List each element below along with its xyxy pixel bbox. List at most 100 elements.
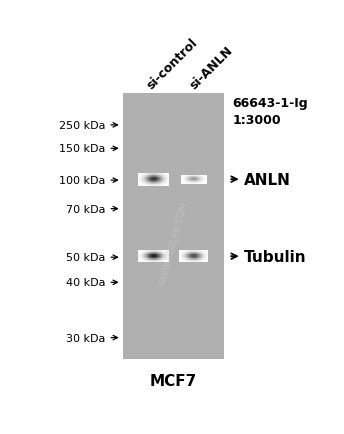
Bar: [144, 180, 145, 181]
Bar: [159, 177, 160, 178]
Bar: [141, 174, 142, 175]
Bar: [151, 255, 152, 256]
Bar: [198, 261, 199, 262]
Bar: [188, 251, 189, 252]
Bar: [195, 259, 196, 260]
Bar: [151, 258, 152, 259]
Bar: [144, 177, 145, 178]
Bar: [139, 174, 140, 175]
Bar: [150, 258, 151, 259]
Bar: [140, 259, 141, 260]
Text: Tubulin: Tubulin: [244, 249, 307, 264]
Bar: [150, 182, 151, 183]
Bar: [139, 253, 140, 254]
Bar: [142, 257, 143, 258]
Bar: [141, 175, 142, 176]
Bar: [143, 260, 144, 261]
Bar: [181, 260, 182, 261]
Bar: [156, 184, 157, 185]
Bar: [163, 252, 164, 253]
Bar: [206, 259, 207, 260]
Bar: [184, 257, 185, 258]
Bar: [186, 253, 187, 254]
Bar: [193, 261, 194, 262]
Bar: [158, 185, 159, 186]
Bar: [158, 260, 159, 261]
Bar: [159, 251, 160, 252]
Bar: [151, 253, 152, 254]
Bar: [185, 258, 186, 259]
Bar: [157, 177, 158, 178]
Bar: [154, 258, 155, 259]
Bar: [155, 181, 156, 182]
Bar: [141, 178, 142, 179]
Bar: [155, 257, 156, 258]
Text: 40 kDa: 40 kDa: [66, 278, 106, 288]
Bar: [204, 256, 205, 257]
Bar: [148, 178, 149, 179]
Bar: [195, 251, 196, 252]
Bar: [148, 174, 149, 175]
Bar: [154, 261, 155, 262]
Bar: [179, 255, 180, 256]
Bar: [144, 184, 145, 185]
Bar: [150, 251, 151, 252]
Bar: [196, 260, 197, 261]
Bar: [161, 251, 162, 252]
Bar: [165, 185, 166, 186]
Bar: [159, 178, 160, 179]
Bar: [159, 261, 160, 262]
Bar: [204, 252, 205, 253]
Bar: [162, 182, 163, 183]
Bar: [180, 258, 181, 259]
Bar: [138, 181, 139, 182]
Bar: [183, 258, 184, 259]
Bar: [167, 176, 168, 177]
Bar: [201, 258, 202, 259]
Bar: [138, 180, 139, 181]
Bar: [183, 252, 184, 253]
Bar: [168, 178, 169, 179]
Bar: [200, 256, 201, 257]
Bar: [202, 260, 203, 261]
Bar: [163, 251, 164, 252]
Bar: [150, 255, 151, 256]
Bar: [161, 259, 162, 260]
Bar: [167, 260, 168, 261]
Bar: [189, 257, 190, 258]
Bar: [143, 177, 144, 178]
Bar: [146, 181, 147, 182]
Bar: [142, 175, 143, 176]
Bar: [191, 253, 192, 254]
Bar: [142, 174, 143, 175]
Bar: [164, 175, 165, 176]
Bar: [138, 184, 139, 185]
Bar: [151, 178, 152, 179]
Bar: [192, 258, 193, 259]
Bar: [165, 178, 166, 179]
Bar: [152, 185, 153, 186]
Bar: [201, 255, 202, 256]
Bar: [197, 251, 198, 252]
Bar: [183, 253, 184, 254]
Bar: [202, 256, 203, 257]
Bar: [151, 260, 152, 261]
Bar: [161, 261, 162, 262]
Bar: [154, 253, 155, 254]
Bar: [186, 255, 187, 256]
Bar: [157, 258, 158, 259]
Bar: [148, 185, 149, 186]
Bar: [168, 185, 169, 186]
Bar: [152, 175, 153, 176]
Bar: [205, 260, 206, 261]
Bar: [154, 180, 155, 181]
Bar: [188, 256, 189, 257]
Bar: [156, 252, 157, 253]
Bar: [159, 181, 160, 182]
Bar: [140, 178, 141, 179]
Bar: [149, 259, 150, 260]
Bar: [139, 261, 140, 262]
Bar: [150, 174, 151, 175]
Bar: [142, 184, 143, 185]
Bar: [158, 174, 159, 175]
